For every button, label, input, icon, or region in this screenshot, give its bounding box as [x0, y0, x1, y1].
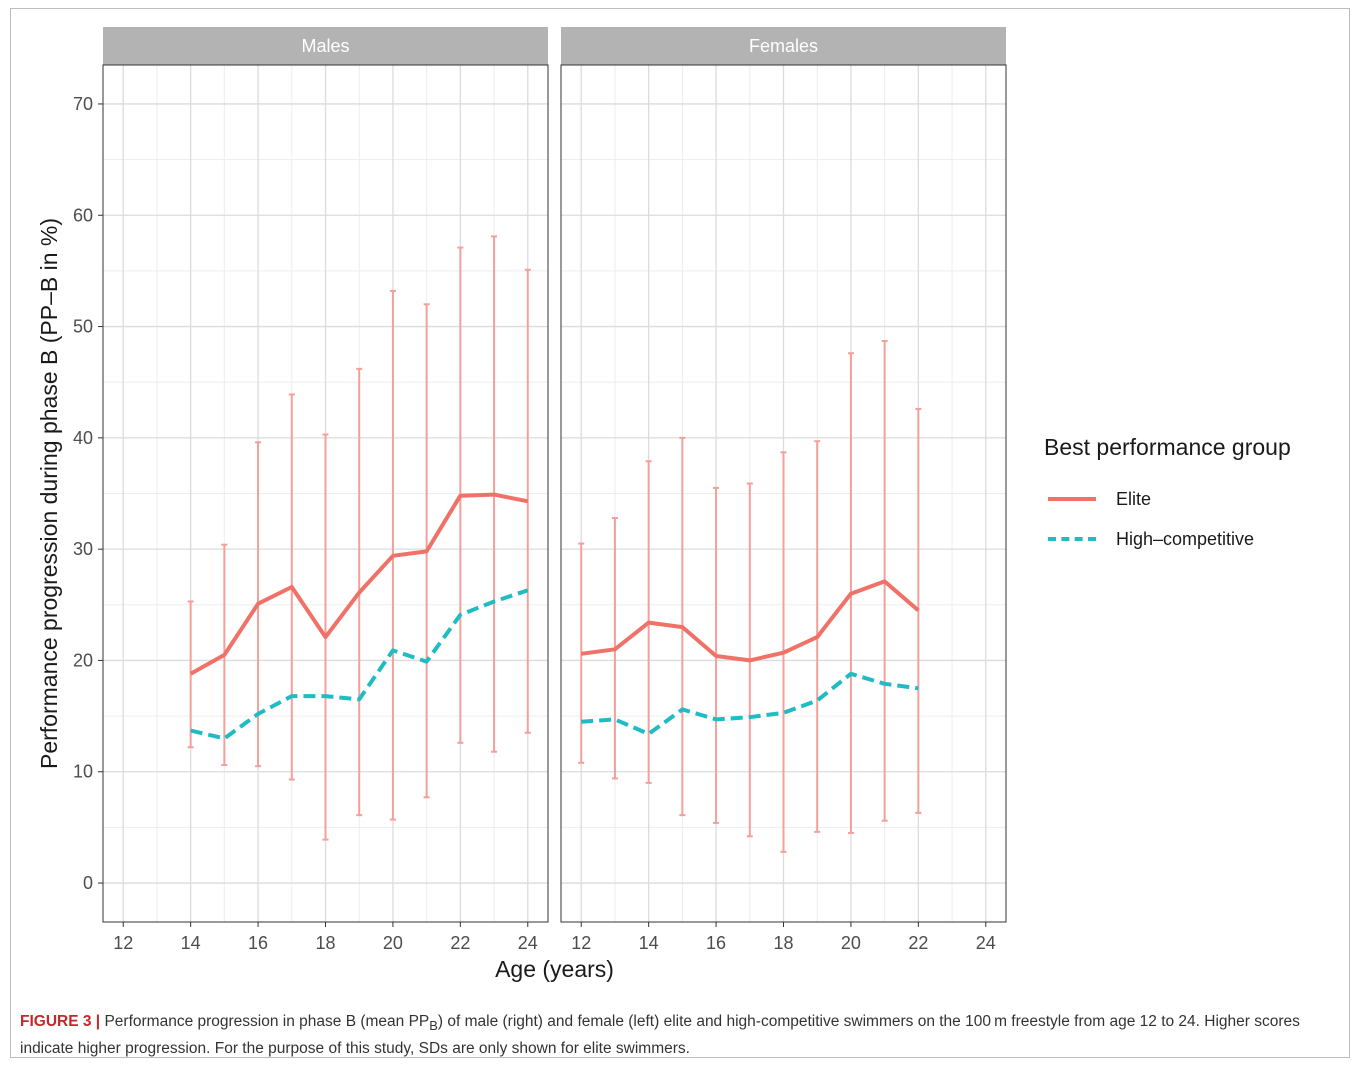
- legend-title: Best performance group: [1044, 434, 1291, 460]
- y-tick-label: 0: [83, 873, 93, 893]
- x-tick-label: 20: [841, 933, 861, 953]
- faceted-line-chart: Males 12 14 16 18 20 22 24 Females 12 14 16 18 20 22 24…: [36, 27, 1007, 982]
- series-line-elite-males: [189, 492, 529, 676]
- legend-key-high-competitive: [1044, 529, 1100, 549]
- x-tick-label: 22: [908, 933, 928, 953]
- series-line-elite-females: [580, 579, 920, 663]
- legend-item-high-competitive: High–competitive: [1044, 519, 1344, 559]
- x-tick-label: 12: [571, 933, 591, 953]
- y-tick-label: 20: [73, 650, 93, 670]
- x-tick-label: 24: [976, 933, 996, 953]
- strip-females: [561, 27, 1006, 65]
- legend: Best performance group Elite High–compet…: [1044, 434, 1344, 559]
- strip-title-females: Females: [749, 36, 818, 56]
- figure-frame: [10, 8, 1350, 1058]
- legend-label-elite: Elite: [1116, 488, 1152, 509]
- y-tick-label: 10: [73, 762, 93, 782]
- y-tick-label: 30: [73, 539, 93, 559]
- x-tick-label: 22: [450, 933, 470, 953]
- legend-key-elite: [1044, 489, 1100, 509]
- x-tick-label: 20: [383, 933, 403, 953]
- caption-subscript: B: [429, 1018, 438, 1034]
- y-tick-label: 50: [73, 317, 93, 337]
- y-tick-label: 60: [73, 205, 93, 225]
- strip-title-males: Males: [301, 36, 349, 56]
- y-tick-label: 70: [73, 94, 93, 114]
- x-axis-title: Age (years): [495, 956, 614, 982]
- series-line-high-competitive-males: [190, 588, 529, 741]
- caption-text: Performance progression in phase B (mean…: [20, 1013, 1300, 1058]
- x-tick-label: 14: [181, 933, 201, 953]
- series-line-high-competitive-females: [581, 671, 919, 736]
- y-tick-label: 40: [73, 428, 93, 448]
- x-tick-label: 24: [518, 933, 538, 953]
- x-tick-label: 18: [315, 933, 335, 953]
- x-tick-label: 18: [773, 933, 793, 953]
- x-tick-label: 16: [248, 933, 268, 953]
- legend-item-elite: Elite: [1044, 479, 1344, 519]
- x-tick-label: 16: [706, 933, 726, 953]
- caption-label: FIGURE 3 |: [20, 1013, 101, 1030]
- strip-males: [103, 27, 548, 65]
- y-axis-title: Performance progression during phase B (…: [36, 218, 62, 769]
- figure-caption: FIGURE 3 | Performance progression in ph…: [20, 1010, 1340, 1060]
- x-tick-label: 12: [113, 933, 133, 953]
- legend-label-high-competitive: High–competitive: [1116, 528, 1255, 549]
- x-tick-label: 14: [639, 933, 659, 953]
